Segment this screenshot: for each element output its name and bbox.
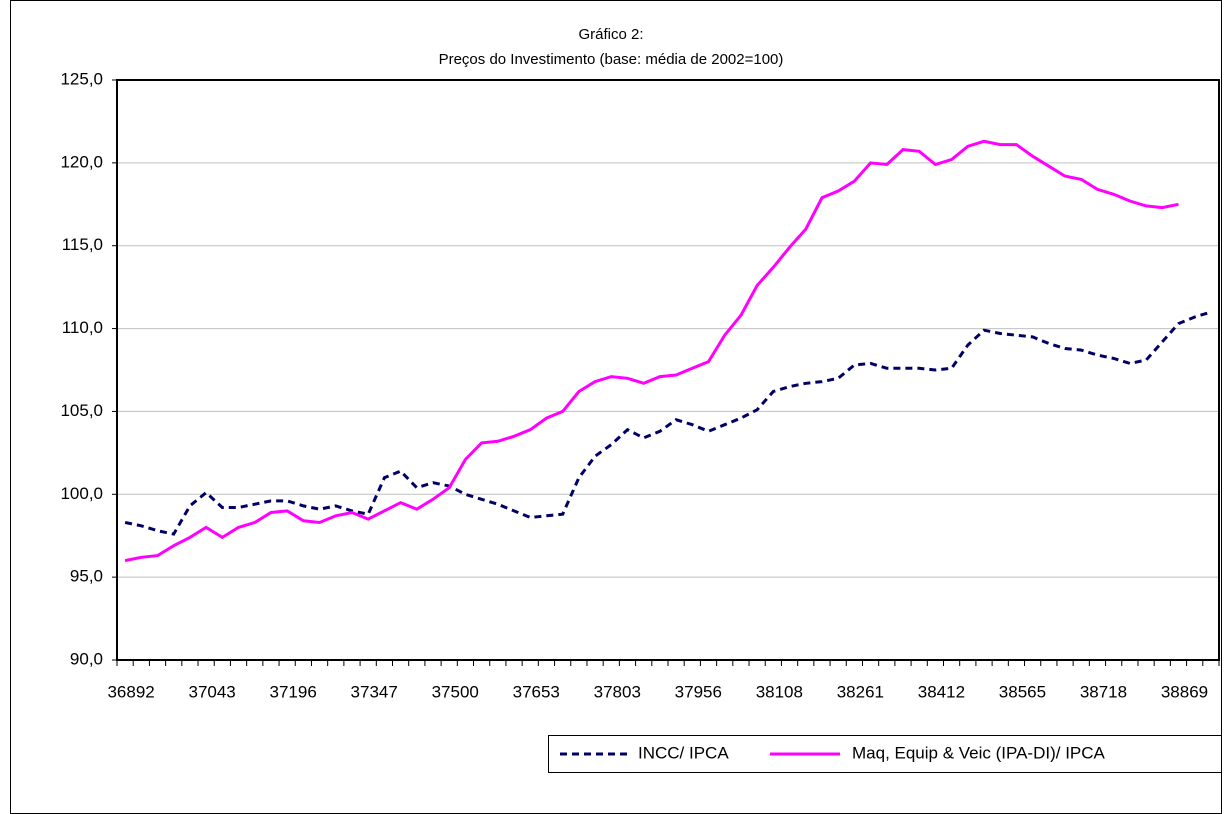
x-tick-label: 37803	[594, 682, 641, 701]
x-tick-label: 37956	[675, 682, 722, 701]
line-series	[124, 310, 1212, 536]
x-tick-label: 37196	[270, 682, 317, 701]
x-tick-label: 37347	[351, 682, 398, 701]
legend-label: Maq, Equip & Veic (IPA-DI)/ IPCA	[852, 743, 1106, 762]
x-tick-label: 38412	[918, 682, 965, 701]
x-tick-label: 38565	[999, 682, 1046, 701]
x-tick-label: 38108	[756, 682, 803, 701]
legend-label: INCC/ IPCA	[638, 743, 729, 762]
x-tick-label: 36892	[107, 682, 154, 701]
y-tick-label: 115,0	[62, 235, 103, 254]
chart-title: Gráfico 2:	[578, 26, 643, 43]
y-tick-label: 90,0	[70, 649, 103, 668]
y-tick-label: 125,0	[60, 69, 103, 88]
y-tick-label: 110,0	[62, 318, 103, 337]
legend	[548, 735, 1222, 773]
x-tick-label: 37500	[432, 682, 479, 701]
chart-border	[10, 0, 1222, 814]
y-tick-label: 100,0	[60, 484, 103, 503]
y-tick-label: 120,0	[60, 152, 103, 171]
x-tick-label: 37653	[513, 682, 560, 701]
x-tick-label: 38718	[1080, 682, 1127, 701]
x-tick-label: 38261	[837, 682, 884, 701]
line-series	[124, 139, 1179, 563]
y-tick-label: 95,0	[70, 567, 103, 586]
x-tick-label: 37043	[188, 682, 235, 701]
chart-subtitle: Preços do Investimento (base: média de 2…	[439, 51, 784, 68]
x-tick-label: 38869	[1161, 682, 1208, 701]
y-tick-label: 105,0	[60, 401, 103, 420]
